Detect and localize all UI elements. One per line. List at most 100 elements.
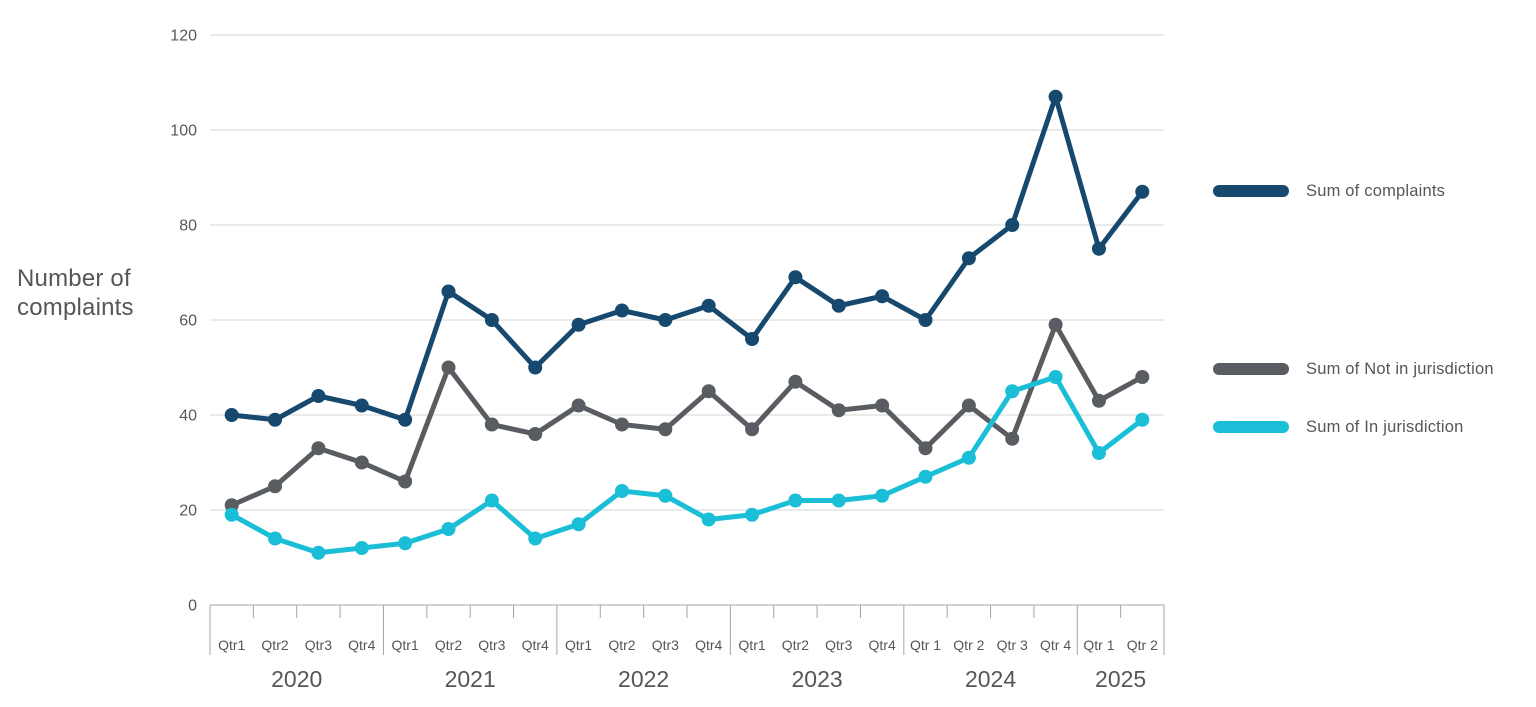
y-tick-label: 60 — [179, 313, 197, 330]
data-point-sum-of-not-in-jurisdiction[interactable] — [1048, 317, 1063, 332]
data-point-sum-of-complaints[interactable] — [528, 360, 543, 375]
data-point-sum-of-complaints[interactable] — [354, 398, 369, 413]
data-point-sum-of-not-in-jurisdiction[interactable] — [875, 398, 890, 413]
quarter-label: Qtr 2 — [1127, 637, 1158, 653]
y-tick-label: 80 — [179, 218, 197, 235]
data-point-sum-of-in-jurisdiction[interactable] — [875, 488, 890, 503]
quarter-label: Qtr3 — [305, 637, 332, 653]
legend-item-sum-of-in-jurisdiction[interactable]: Sum of In jurisdiction — [1213, 416, 1464, 438]
quarter-label: Qtr1 — [738, 637, 765, 653]
y-axis-title-line-2: complaints — [17, 294, 134, 321]
data-point-sum-of-not-in-jurisdiction[interactable] — [1135, 370, 1150, 384]
data-point-sum-of-complaints[interactable] — [398, 412, 413, 427]
data-point-sum-of-in-jurisdiction[interactable] — [484, 493, 499, 508]
data-point-sum-of-in-jurisdiction[interactable] — [961, 450, 976, 465]
data-point-sum-of-complaints[interactable] — [311, 389, 326, 403]
data-point-sum-of-not-in-jurisdiction[interactable] — [658, 422, 673, 437]
data-point-sum-of-in-jurisdiction[interactable] — [701, 512, 716, 527]
data-point-sum-of-complaints[interactable] — [484, 313, 499, 327]
legend-swatch-sum-of-not-in-jurisdiction — [1213, 363, 1289, 375]
data-point-sum-of-complaints[interactable] — [701, 298, 716, 313]
data-point-sum-of-not-in-jurisdiction[interactable] — [745, 422, 760, 437]
data-point-sum-of-not-in-jurisdiction[interactable] — [831, 403, 846, 418]
data-point-sum-of-in-jurisdiction[interactable] — [1135, 412, 1150, 427]
legend-label-sum-of-not-in-jurisdiction: Sum of Not in jurisdiction — [1306, 359, 1494, 378]
data-point-sum-of-in-jurisdiction[interactable] — [1091, 446, 1106, 460]
data-point-sum-of-in-jurisdiction[interactable] — [398, 536, 413, 551]
data-point-sum-of-in-jurisdiction[interactable] — [918, 469, 933, 484]
data-point-sum-of-in-jurisdiction[interactable] — [571, 517, 586, 532]
data-point-sum-of-in-jurisdiction[interactable] — [1048, 370, 1063, 384]
year-label: 2023 — [792, 666, 843, 692]
data-point-sum-of-not-in-jurisdiction[interactable] — [484, 417, 499, 432]
series-line-sum-of-in-jurisdiction — [229, 374, 1145, 556]
data-point-sum-of-in-jurisdiction[interactable] — [788, 493, 803, 508]
data-point-sum-of-in-jurisdiction[interactable] — [831, 493, 846, 508]
series-line-sum-of-complaints — [229, 94, 1145, 423]
y-axis-title-line-1: Number of — [17, 265, 131, 292]
data-point-sum-of-not-in-jurisdiction[interactable] — [354, 455, 369, 470]
data-point-sum-of-not-in-jurisdiction[interactable] — [1091, 393, 1106, 408]
data-point-sum-of-in-jurisdiction[interactable] — [528, 531, 543, 546]
quarter-label: Qtr3 — [652, 637, 679, 653]
data-point-sum-of-in-jurisdiction[interactable] — [354, 541, 369, 555]
data-point-sum-of-in-jurisdiction[interactable] — [268, 531, 283, 546]
data-point-sum-of-in-jurisdiction[interactable] — [745, 507, 760, 522]
data-point-sum-of-in-jurisdiction[interactable] — [1005, 384, 1020, 399]
data-point-sum-of-not-in-jurisdiction[interactable] — [571, 398, 586, 413]
quarter-label: Qtr 3 — [997, 637, 1028, 653]
legend-item-sum-of-not-in-jurisdiction[interactable]: Sum of Not in jurisdiction — [1213, 358, 1494, 380]
data-point-sum-of-complaints[interactable] — [745, 332, 760, 346]
data-point-sum-of-in-jurisdiction[interactable] — [441, 522, 456, 536]
year-label: 2024 — [965, 666, 1016, 692]
data-point-sum-of-complaints[interactable] — [918, 313, 933, 327]
data-point-sum-of-complaints[interactable] — [1091, 241, 1106, 256]
quarter-label: Qtr4 — [348, 637, 375, 653]
data-point-sum-of-not-in-jurisdiction[interactable] — [441, 360, 456, 375]
y-tick-label: 20 — [179, 503, 197, 520]
data-point-sum-of-complaints[interactable] — [658, 313, 673, 327]
y-tick-label: 100 — [170, 123, 197, 140]
data-point-sum-of-not-in-jurisdiction[interactable] — [311, 441, 326, 456]
data-point-sum-of-in-jurisdiction[interactable] — [224, 507, 239, 522]
data-point-sum-of-in-jurisdiction[interactable] — [311, 545, 326, 560]
year-label: 2025 — [1095, 666, 1146, 692]
quarter-label: Qtr4 — [522, 637, 549, 653]
quarter-label: Qtr 4 — [1040, 637, 1071, 653]
data-point-sum-of-complaints[interactable] — [224, 408, 239, 422]
data-point-sum-of-complaints[interactable] — [614, 303, 629, 318]
quarter-label: Qtr3 — [478, 637, 505, 653]
data-point-sum-of-complaints[interactable] — [875, 289, 890, 304]
data-point-sum-of-not-in-jurisdiction[interactable] — [528, 427, 543, 441]
quarter-label: Qtr 1 — [1083, 637, 1114, 653]
quarter-label: Qtr1 — [392, 637, 419, 653]
data-point-sum-of-not-in-jurisdiction[interactable] — [788, 374, 803, 389]
data-point-sum-of-not-in-jurisdiction[interactable] — [268, 479, 283, 494]
data-point-sum-of-complaints[interactable] — [1048, 89, 1063, 104]
data-point-sum-of-complaints[interactable] — [1135, 184, 1150, 199]
data-point-sum-of-complaints[interactable] — [441, 284, 456, 299]
legend-swatch-sum-of-complaints — [1213, 185, 1289, 197]
data-point-sum-of-in-jurisdiction[interactable] — [614, 484, 629, 498]
data-point-sum-of-complaints[interactable] — [961, 251, 976, 266]
data-point-sum-of-complaints[interactable] — [268, 412, 283, 427]
quarter-label: Qtr3 — [825, 637, 852, 653]
quarter-label: Qtr2 — [782, 637, 809, 653]
data-point-sum-of-not-in-jurisdiction[interactable] — [701, 384, 716, 399]
data-point-sum-of-in-jurisdiction[interactable] — [658, 488, 673, 503]
data-point-sum-of-complaints[interactable] — [1005, 218, 1020, 232]
data-point-sum-of-not-in-jurisdiction[interactable] — [961, 398, 976, 413]
data-point-sum-of-complaints[interactable] — [788, 270, 803, 285]
data-point-sum-of-complaints[interactable] — [831, 298, 846, 313]
data-point-sum-of-complaints[interactable] — [571, 317, 586, 332]
data-point-sum-of-not-in-jurisdiction[interactable] — [398, 474, 413, 489]
y-axis-title: Number of complaints — [17, 264, 134, 322]
data-point-sum-of-not-in-jurisdiction[interactable] — [918, 441, 933, 456]
data-point-sum-of-not-in-jurisdiction[interactable] — [614, 417, 629, 432]
legend-item-sum-of-complaints[interactable]: Sum of complaints — [1213, 180, 1445, 202]
quarter-label: Qtr 2 — [953, 637, 984, 653]
data-point-sum-of-not-in-jurisdiction[interactable] — [1005, 431, 1020, 446]
quarter-label: Qtr2 — [261, 637, 288, 653]
